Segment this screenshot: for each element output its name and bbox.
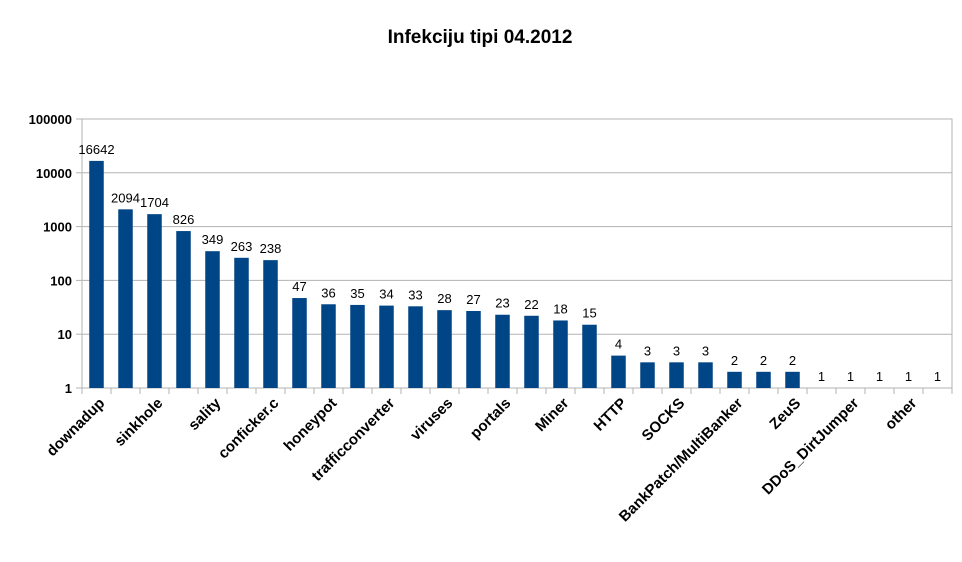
x-tick-label: portals bbox=[467, 395, 514, 442]
x-tick-label: conficker.c bbox=[215, 395, 282, 462]
chart-title: Infekciju tipi 04.2012 bbox=[388, 27, 573, 48]
data-label: 3 bbox=[702, 343, 709, 358]
x-tick-label: viruses bbox=[407, 395, 456, 444]
bar bbox=[147, 214, 162, 388]
bar bbox=[350, 304, 365, 388]
data-label: 1 bbox=[876, 369, 883, 384]
data-label: 1 bbox=[818, 369, 825, 384]
x-tick-label: sinkhole bbox=[111, 395, 166, 450]
bar bbox=[205, 251, 220, 388]
x-tick-label: SOCKS bbox=[639, 395, 689, 445]
data-label: 28 bbox=[437, 291, 451, 306]
data-label: 1704 bbox=[140, 195, 169, 210]
bar bbox=[611, 355, 626, 388]
data-label: 33 bbox=[408, 287, 422, 302]
bar bbox=[466, 310, 481, 388]
data-label: 3 bbox=[673, 343, 680, 358]
bar bbox=[727, 371, 742, 388]
bar bbox=[379, 305, 394, 388]
bar bbox=[292, 298, 307, 388]
data-label: 47 bbox=[292, 279, 306, 294]
bars bbox=[89, 160, 800, 388]
data-label: 1 bbox=[905, 369, 912, 384]
x-tick-label: honeypot bbox=[281, 395, 341, 455]
y-tick-label: 10 bbox=[58, 327, 72, 342]
data-label: 15 bbox=[582, 306, 596, 321]
bar bbox=[89, 160, 104, 388]
bar bbox=[524, 315, 539, 388]
bar bbox=[640, 362, 655, 388]
x-tick-label: other bbox=[882, 395, 921, 434]
y-tick-label: 10000 bbox=[36, 166, 72, 181]
y-tick-label: 1000 bbox=[43, 220, 72, 235]
bar bbox=[698, 362, 713, 388]
y-tick-label: 100 bbox=[50, 273, 72, 288]
bar bbox=[437, 310, 452, 388]
x-tick-label: downadup bbox=[43, 395, 108, 460]
x-tick-label: HTTP bbox=[591, 395, 631, 435]
data-label: 2 bbox=[731, 353, 738, 368]
data-label: 826 bbox=[173, 212, 195, 227]
data-label: 2094 bbox=[111, 190, 140, 205]
bar bbox=[408, 306, 423, 388]
data-label: 1 bbox=[847, 369, 854, 384]
data-label: 2 bbox=[789, 353, 796, 368]
x-tick-label: BankPatch/MultiBanker bbox=[616, 395, 747, 526]
data-label: 34 bbox=[379, 287, 393, 302]
bar bbox=[176, 231, 191, 388]
data-label: 22 bbox=[524, 297, 538, 312]
data-label: 35 bbox=[350, 286, 364, 301]
grid-lines bbox=[81, 118, 953, 389]
bar bbox=[553, 320, 568, 388]
x-tick-label: sality bbox=[185, 394, 225, 434]
bar bbox=[321, 304, 336, 388]
bar bbox=[234, 257, 249, 388]
data-label: 27 bbox=[466, 292, 480, 307]
y-axis: 1 10 100 1000 10000 100000 bbox=[29, 112, 82, 396]
x-axis: downadup sinkhole salityconficker.choneypo… bbox=[43, 388, 953, 526]
y-tick-label: 100000 bbox=[29, 112, 72, 127]
data-label: 36 bbox=[321, 285, 335, 300]
x-tick-label: ZeuS bbox=[766, 395, 804, 433]
bar bbox=[669, 362, 684, 388]
data-label: 18 bbox=[553, 301, 567, 316]
x-tick-label: DDoS_DirtJumper bbox=[759, 395, 862, 498]
bar bbox=[263, 260, 278, 388]
bar bbox=[118, 209, 133, 388]
data-label: 3 bbox=[644, 343, 651, 358]
bar bbox=[785, 371, 800, 388]
data-label: 4 bbox=[615, 337, 622, 352]
data-label: 2 bbox=[760, 353, 767, 368]
y-tick-label: 1 bbox=[65, 381, 72, 396]
bar bbox=[582, 324, 597, 388]
data-label: 238 bbox=[260, 241, 282, 256]
bar bbox=[495, 314, 510, 388]
data-label: 263 bbox=[231, 239, 253, 254]
bar bbox=[756, 371, 771, 388]
data-label: 23 bbox=[495, 296, 509, 311]
data-label: 1 bbox=[934, 369, 941, 384]
data-label: 349 bbox=[202, 232, 224, 247]
data-label: 16642 bbox=[78, 142, 114, 157]
x-tick-label: Miner bbox=[532, 395, 572, 435]
